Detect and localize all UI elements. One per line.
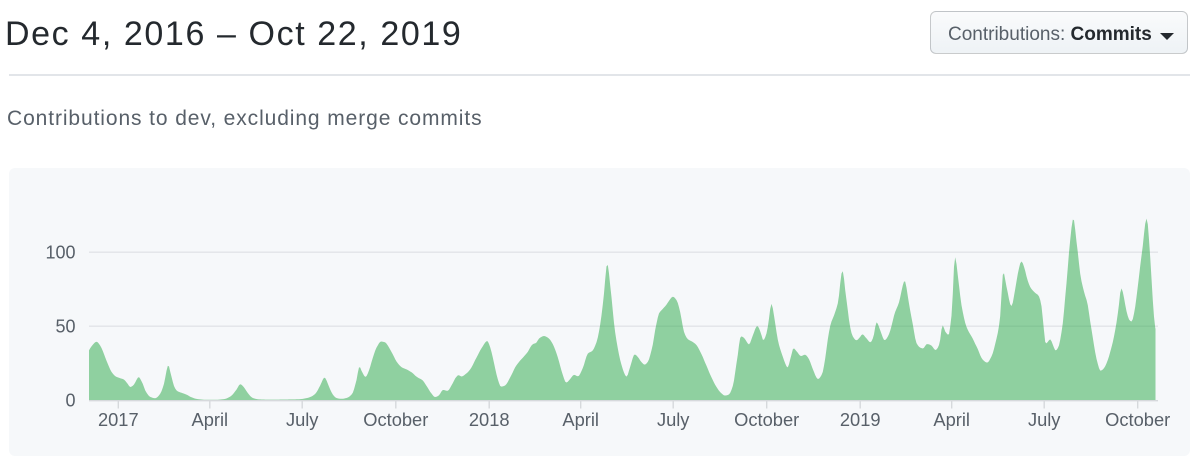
svg-text:April: April [192,409,229,430]
svg-text:July: July [1028,409,1061,430]
svg-text:July: July [286,409,319,430]
svg-text:October: October [363,409,428,430]
svg-text:2019: 2019 [840,409,881,430]
svg-text:April: April [933,409,970,430]
svg-text:2018: 2018 [469,409,510,430]
svg-text:50: 50 [55,316,75,336]
svg-text:100: 100 [45,242,75,262]
svg-text:July: July [657,409,690,430]
svg-text:April: April [562,409,599,430]
svg-text:October: October [734,409,799,430]
svg-text:2017: 2017 [98,409,139,430]
svg-text:October: October [1105,409,1170,430]
svg-text:0: 0 [65,391,75,411]
